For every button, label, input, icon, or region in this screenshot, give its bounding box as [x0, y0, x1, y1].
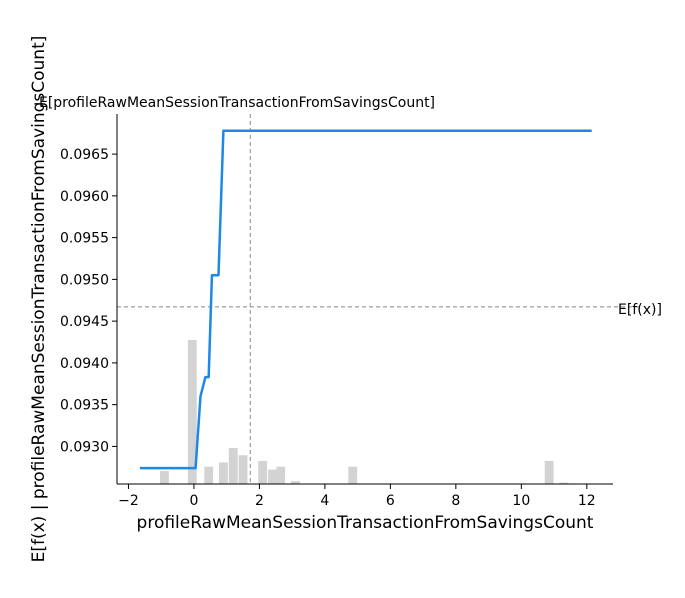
series-line: [139, 129, 592, 470]
y-tick-label: 0.0950: [60, 272, 109, 288]
x-tick-label: 10: [512, 493, 530, 509]
y-axis-title: E[f(x) | profileRawMeanSessionTransactio…: [29, 36, 49, 563]
y-tick-label: 0.0955: [60, 231, 109, 247]
x-tick-label: −2: [118, 493, 139, 509]
histogram-bar: [348, 466, 358, 484]
x-axis-title: profileRawMeanSessionTransactionFromSavi…: [137, 513, 594, 533]
x-tick-label: 8: [451, 493, 460, 509]
x-tick-label: 6: [386, 493, 395, 509]
x-ticks: −2 0 2 4 6 8 10 12: [118, 484, 596, 509]
y-tick-label: 0.0935: [60, 398, 109, 414]
histogram-bar: [291, 481, 300, 484]
histogram-bar: [268, 469, 277, 484]
x-tick-label: 0: [189, 493, 198, 509]
histogram-bar: [218, 462, 228, 484]
histogram-bar: [160, 471, 169, 484]
x-tick-label: 12: [578, 493, 596, 509]
histogram-bar: [258, 460, 268, 484]
mean-feature-label: E[profileRawMeanSessionTransactionFromSa…: [39, 95, 435, 111]
y-tick-label: 0.0960: [60, 189, 109, 205]
histogram-bar: [544, 460, 554, 484]
y-tick-label: 0.0965: [60, 147, 109, 163]
histogram-bar: [187, 340, 197, 484]
histogram-bar: [238, 455, 248, 484]
y-tick-label: 0.0945: [60, 314, 109, 330]
histogram-bar: [228, 448, 238, 484]
y-tick-label: 0.0940: [60, 356, 109, 372]
histogram-bar: [204, 466, 214, 484]
mean-prediction-label: E[f(x)]: [618, 302, 662, 318]
y-ticks: 0.0930 0.0935 0.0940 0.0945 0.0950 0.0955 0.09…: [60, 147, 117, 455]
histogram-bar: [276, 466, 286, 484]
x-tick-label: 4: [320, 493, 329, 509]
x-tick-label: 2: [255, 493, 264, 509]
y-tick-label: 0.0930: [60, 439, 109, 455]
histogram-bar: [559, 482, 569, 484]
histogram: [160, 340, 569, 484]
